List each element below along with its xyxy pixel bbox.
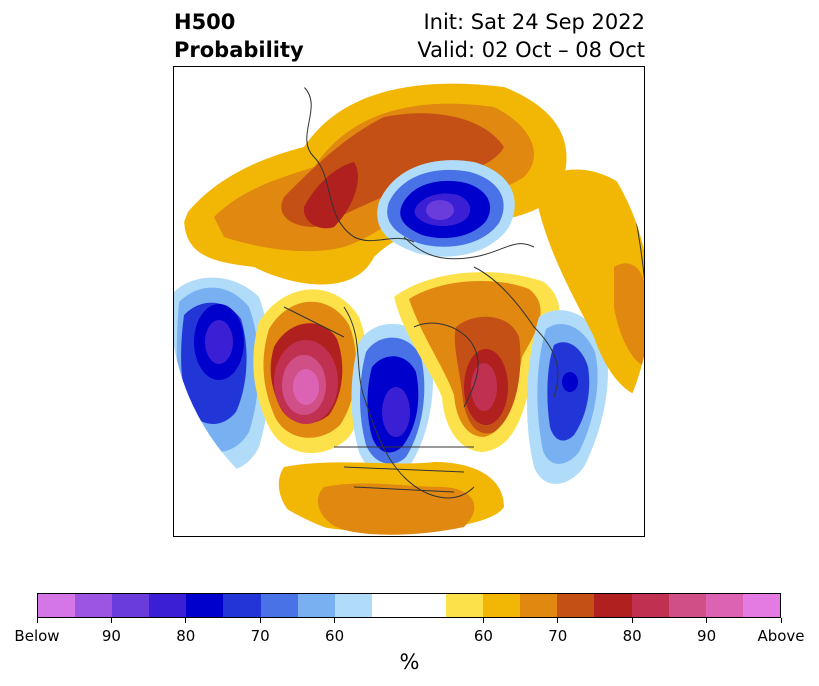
anomaly-alaska-above bbox=[253, 289, 368, 454]
colorbar-segment bbox=[520, 594, 558, 617]
colorbar-segment bbox=[557, 594, 595, 617]
colorbar-segment bbox=[223, 594, 261, 617]
colorbar-segment bbox=[297, 594, 335, 617]
anomaly-pacific-below bbox=[174, 277, 271, 471]
colorbar-segment bbox=[112, 594, 150, 617]
colorbar-segment bbox=[483, 594, 521, 617]
anomaly-canada-below bbox=[351, 323, 433, 476]
colorbar-tick-mark bbox=[334, 618, 336, 623]
colorbar-tick-mark bbox=[259, 618, 261, 623]
anomaly-eastcanada-above bbox=[394, 272, 560, 452]
colorbar-tick-label: Above bbox=[757, 627, 805, 645]
title-line-1: H500 bbox=[174, 10, 236, 34]
colorbar-tick-mark bbox=[482, 618, 484, 623]
colorbar-tick-mark bbox=[557, 618, 559, 623]
colorbar-segment bbox=[408, 594, 447, 617]
map-title: H500 Probability bbox=[174, 8, 304, 64]
colorbar-tick-label: 60 bbox=[473, 627, 493, 645]
colorbar-tick-mark bbox=[36, 618, 38, 623]
title-line-2: Probability bbox=[174, 38, 304, 62]
anomaly-arctic-below bbox=[377, 160, 515, 257]
anomaly-south-above bbox=[278, 462, 504, 535]
colorbar-tick-label: 80 bbox=[176, 627, 196, 645]
anomaly-northeast-above bbox=[534, 169, 644, 397]
colorbar-tick-label: 60 bbox=[325, 627, 345, 645]
colorbar-tick-label: 70 bbox=[250, 627, 270, 645]
colorbar-segment bbox=[594, 594, 632, 617]
colorbar-tick-label: 90 bbox=[101, 627, 121, 645]
colorbar-tick-mark bbox=[631, 618, 633, 623]
date-info: Init: Sat 24 Sep 2022 Valid: 02 Oct – 08… bbox=[417, 8, 645, 64]
init-date: Init: Sat 24 Sep 2022 bbox=[423, 10, 645, 34]
colorbar-segment bbox=[742, 594, 780, 617]
map-canvas bbox=[174, 83, 644, 535]
colorbar-tick-mark bbox=[110, 618, 112, 623]
colorbar-segment bbox=[186, 594, 224, 617]
colorbar-tick-mark bbox=[185, 618, 187, 623]
colorbar-segment bbox=[705, 594, 743, 617]
colorbar-segment bbox=[371, 594, 409, 617]
colorbar-segment bbox=[149, 594, 187, 617]
colorbar-tick-mark bbox=[780, 618, 782, 623]
colorbar-segment bbox=[260, 594, 298, 617]
colorbar-tick-label: 70 bbox=[548, 627, 568, 645]
anomaly-atlantic-below bbox=[527, 310, 608, 484]
colorbar-segment bbox=[631, 594, 669, 617]
colorbar-segment bbox=[38, 594, 76, 617]
colorbar-tick-label: 80 bbox=[622, 627, 642, 645]
colorbar-segment bbox=[668, 594, 706, 617]
colorbar-tick-label: Below bbox=[14, 627, 60, 645]
colorbar-tick-mark bbox=[706, 618, 708, 623]
colorbar-unit: % bbox=[399, 650, 420, 674]
colorbar bbox=[37, 593, 781, 618]
probability-map bbox=[173, 66, 645, 537]
colorbar-segment bbox=[75, 594, 113, 617]
valid-range: Valid: 02 Oct – 08 Oct bbox=[417, 38, 645, 62]
colorbar-segment bbox=[334, 594, 372, 617]
colorbar-tick-label: 90 bbox=[697, 627, 717, 645]
colorbar-segment bbox=[446, 594, 484, 617]
anomaly-europe-above bbox=[184, 83, 567, 285]
coastlines bbox=[283, 86, 644, 499]
